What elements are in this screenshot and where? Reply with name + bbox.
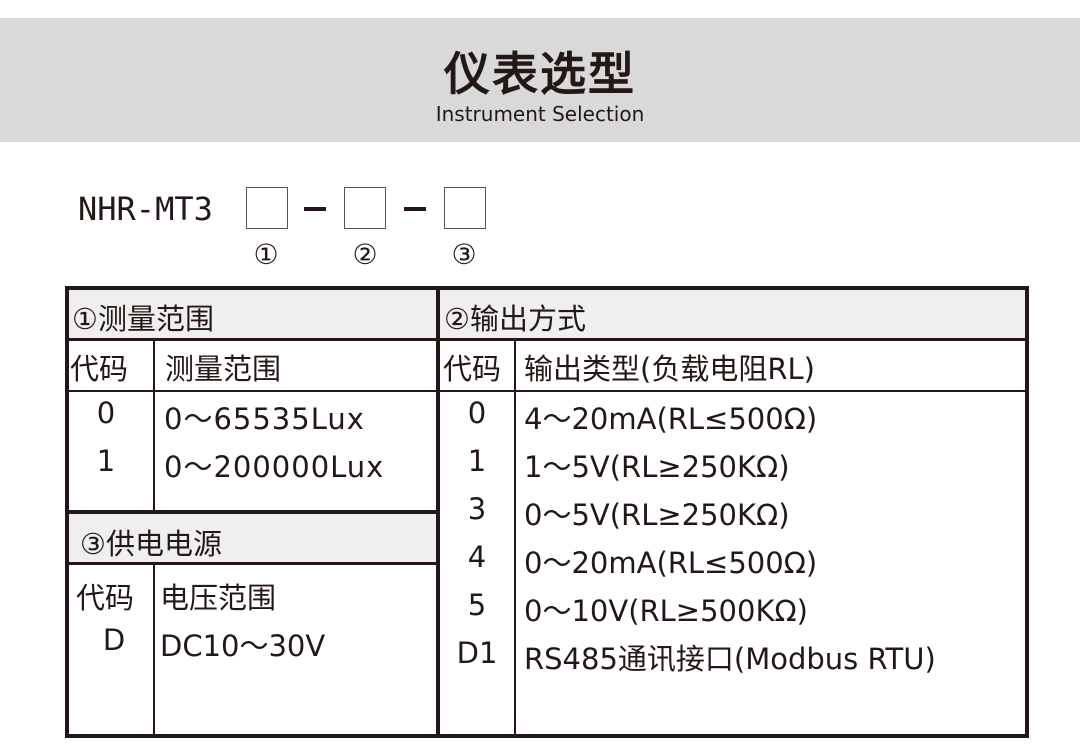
output-row-value: 0～5V(RL≥250KΩ) — [524, 498, 790, 532]
output-row-code: 5 — [467, 588, 487, 622]
output-row-value: RS485通讯接口(Modbus RTU) — [524, 642, 936, 676]
power-row-value: DC10～30V — [160, 629, 326, 663]
range-col-code: 代码 — [70, 352, 129, 386]
output-header-bg — [440, 290, 1026, 338]
table-border-right — [1025, 286, 1029, 738]
output-row-code: 4 — [467, 540, 487, 574]
model-dash-1 — [304, 207, 326, 211]
table-border-bottom — [65, 734, 1029, 738]
range-col-value: 测量范围 — [165, 352, 282, 386]
power-section-title: ③供电电源 — [80, 527, 222, 561]
header-band — [0, 18, 1080, 142]
output-section-title: ②输出方式 — [444, 302, 586, 336]
power-col-code: 代码 — [76, 581, 135, 615]
model-prefix: NHR-MT3 — [78, 190, 213, 228]
range-row-value: 0～65535Lux — [164, 402, 365, 436]
line-power-top — [65, 510, 439, 514]
output-row-value: 0～10V(RL≥500KΩ) — [524, 594, 808, 628]
range-header-bg — [68, 290, 436, 338]
power-col-divider — [153, 564, 155, 736]
marker-3: ③ — [451, 238, 477, 271]
marker-1: ① — [253, 238, 279, 271]
power-col-value: 电压范围 — [160, 581, 277, 615]
model-slot-1 — [246, 187, 288, 229]
marker-2: ② — [352, 238, 378, 271]
table-border-top — [65, 286, 1029, 290]
output-col-divider — [514, 340, 516, 736]
page-subtitle: Instrument Selection — [435, 102, 645, 126]
output-row-code: 0 — [467, 396, 487, 430]
range-col-divider — [153, 340, 155, 510]
power-row-code: D — [102, 623, 126, 657]
output-row-code: 3 — [467, 492, 487, 526]
line-colheader — [65, 390, 1029, 392]
line-header — [65, 338, 1029, 341]
output-row-code: 1 — [467, 444, 487, 478]
output-row-value: 4～20mA(RL≤500Ω) — [524, 402, 818, 436]
output-col-value: 输出类型(负载电阻RL) — [524, 352, 815, 386]
output-row-value: 1～5V(RL≥250KΩ) — [524, 450, 790, 484]
output-col-code: 代码 — [443, 352, 502, 386]
range-section-title: ①测量范围 — [72, 302, 214, 336]
output-row-value: 0～20mA(RL≤500Ω) — [524, 546, 818, 580]
page-title: 仪表选型 — [444, 47, 636, 101]
model-slot-2 — [344, 187, 386, 229]
range-row-code: 1 — [96, 444, 116, 478]
line-power-header — [65, 562, 439, 565]
power-header-bg — [68, 514, 436, 562]
output-row-code: D1 — [456, 636, 498, 670]
model-slot-3 — [444, 187, 486, 229]
range-row-code: 0 — [96, 396, 116, 430]
model-dash-2 — [404, 207, 426, 211]
range-row-value: 0～200000Lux — [164, 450, 385, 484]
